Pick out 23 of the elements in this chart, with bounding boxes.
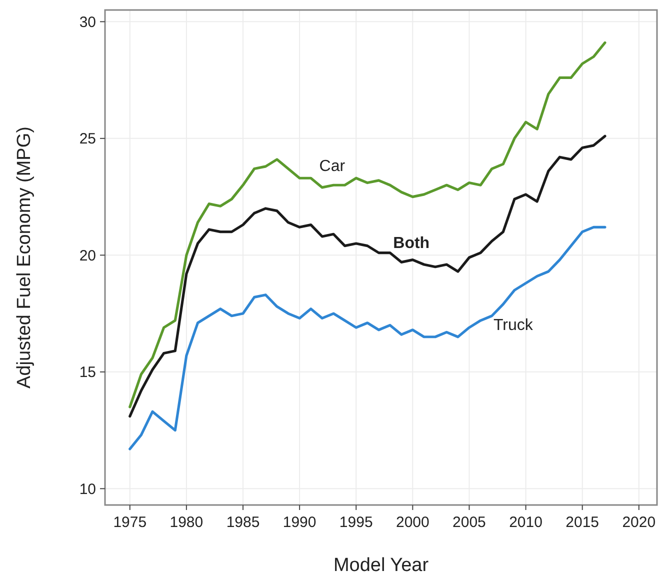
x-tick-label: 1980 xyxy=(170,514,204,531)
line-series xyxy=(128,134,606,418)
line-series xyxy=(128,226,606,450)
y-tick-label: 20 xyxy=(79,247,96,264)
x-tick-label: 2005 xyxy=(452,514,486,531)
y-axis-title: Adjusted Fuel Economy (MPG) xyxy=(14,126,35,388)
x-tick-label: 1985 xyxy=(226,514,260,531)
y-tick-label: 25 xyxy=(79,130,96,148)
x-tick-label: 2010 xyxy=(509,514,542,531)
x-tick-label: 1995 xyxy=(339,514,373,531)
x-tick-label: 1990 xyxy=(282,514,316,531)
x-tick-label: 2020 xyxy=(622,514,656,531)
line-series xyxy=(128,41,606,408)
series-label: Truck xyxy=(493,316,534,334)
x-axis-title: Model Year xyxy=(333,555,430,576)
y-tick-label: 10 xyxy=(79,480,96,498)
x-tick-label: 2000 xyxy=(396,514,430,531)
series-label: Car xyxy=(319,158,346,176)
x-tick-label: 2015 xyxy=(566,514,600,531)
y-tick-label: 30 xyxy=(79,14,96,31)
y-tick-label: 15 xyxy=(79,364,96,382)
series-label: Both xyxy=(393,234,430,252)
x-tick-label: 1975 xyxy=(113,514,147,531)
